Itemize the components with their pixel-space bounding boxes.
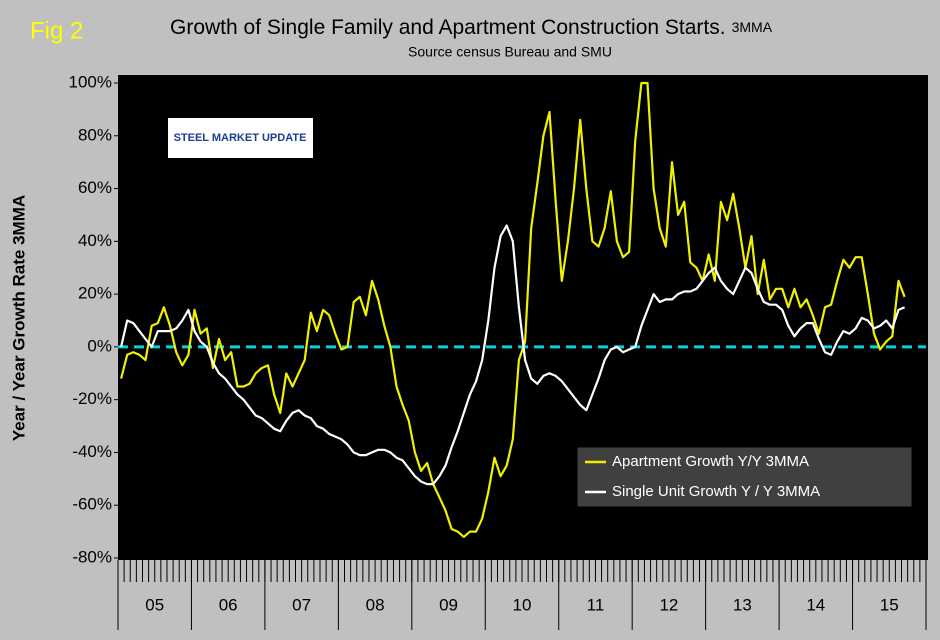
title-main: Growth of Single Family and Apartment Co… (170, 16, 726, 39)
y-tick-label: 0% (87, 336, 112, 355)
x-tick-label: 08 (366, 595, 385, 614)
series-line (120, 224, 906, 486)
legend-box (576, 446, 913, 508)
chart-title: Growth of Single Family and Apartment Co… (170, 16, 773, 39)
series-line (120, 81, 906, 539)
x-tick-label: 10 (513, 595, 532, 614)
x-tick-label: 12 (659, 595, 678, 614)
logo-box (168, 118, 313, 158)
legend: Apartment Growth Y/Y 3MMA Single Unit Gro… (576, 446, 913, 508)
y-axis-label: Year / Year Growth Rate 3MMA (9, 195, 28, 441)
x-tick-label: 05 (145, 595, 164, 614)
x-tick-label: 11 (587, 595, 605, 614)
legend-label: Single Unit Growth Y / Y 3MMA (612, 483, 820, 500)
y-tick-label: -60% (72, 495, 112, 514)
y-tick-label: -20% (72, 389, 112, 408)
legend-label: Apartment Growth Y/Y 3MMA (612, 453, 809, 470)
fig-label: Fig 2 (30, 17, 83, 44)
y-tick-label: 80% (78, 125, 112, 144)
chart-subtitle: Source census Bureau and SMU (408, 44, 612, 60)
y-tick-label: -80% (72, 547, 112, 566)
x-tick-label: 07 (292, 595, 311, 614)
y-tick-label: 60% (78, 178, 112, 197)
x-tick-label: 14 (806, 595, 825, 614)
x-tick-label: 15 (880, 595, 899, 614)
logo-text: STEEL MARKET UPDATE (174, 132, 307, 144)
x-tick-label: 09 (439, 595, 458, 614)
y-tick-label: -40% (72, 442, 112, 461)
logo: STEEL MARKET UPDATE (168, 118, 313, 158)
y-tick-label: 20% (78, 284, 112, 303)
x-tick-label: 13 (733, 595, 752, 614)
y-tick-label: 40% (78, 231, 112, 250)
y-tick-label: 100% (69, 72, 112, 91)
x-tick-label: 06 (219, 595, 238, 614)
title-suffix: 3MMA (732, 19, 773, 35)
